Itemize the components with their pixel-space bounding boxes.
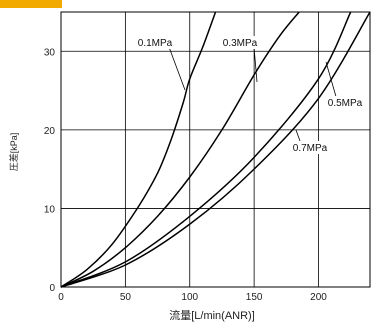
y-tick-label: 10 xyxy=(44,204,56,215)
callouts: 0.1MPa 0.3MPa 0.5MPa 0.7MPa xyxy=(133,36,367,154)
plot-frame xyxy=(60,11,371,288)
y-ticks: 0 10 20 30 xyxy=(44,47,56,294)
callout-leader xyxy=(253,46,258,83)
callout-label: 0.7MPa xyxy=(293,143,328,154)
series-line-0-7mpa xyxy=(60,11,371,288)
callout-label: 0.5MPa xyxy=(328,98,363,109)
header-accent xyxy=(0,0,62,8)
callout-box xyxy=(133,36,177,49)
series-line-0-5mpa xyxy=(60,11,352,288)
x-axis-label: 流量[L/min(ANR)] xyxy=(169,308,255,322)
x-tick-label: 150 xyxy=(246,292,263,303)
y-tick-label: 0 xyxy=(49,283,55,294)
callout-box xyxy=(323,96,367,109)
grid xyxy=(61,12,370,287)
y-tick-label: 20 xyxy=(44,126,56,137)
callout-label: 0.1MPa xyxy=(138,38,173,49)
x-ticks: 0 50 100 150 200 xyxy=(58,292,327,303)
callout-box xyxy=(218,36,262,49)
callout-label: 0.3MPa xyxy=(223,38,258,49)
x-tick-label: 0 xyxy=(58,292,64,303)
x-tick-label: 200 xyxy=(310,292,327,303)
series-line-0-3mpa xyxy=(60,11,300,288)
series-line-0-1mpa xyxy=(60,11,217,288)
x-tick-label: 50 xyxy=(120,292,132,303)
callout-leader xyxy=(168,46,186,91)
y-axis-label: 圧差[kPa] xyxy=(8,133,19,172)
y-tick-label: 30 xyxy=(44,47,56,58)
x-tick-label: 100 xyxy=(181,292,198,303)
series-lines xyxy=(60,11,371,288)
callout-box xyxy=(288,141,332,154)
